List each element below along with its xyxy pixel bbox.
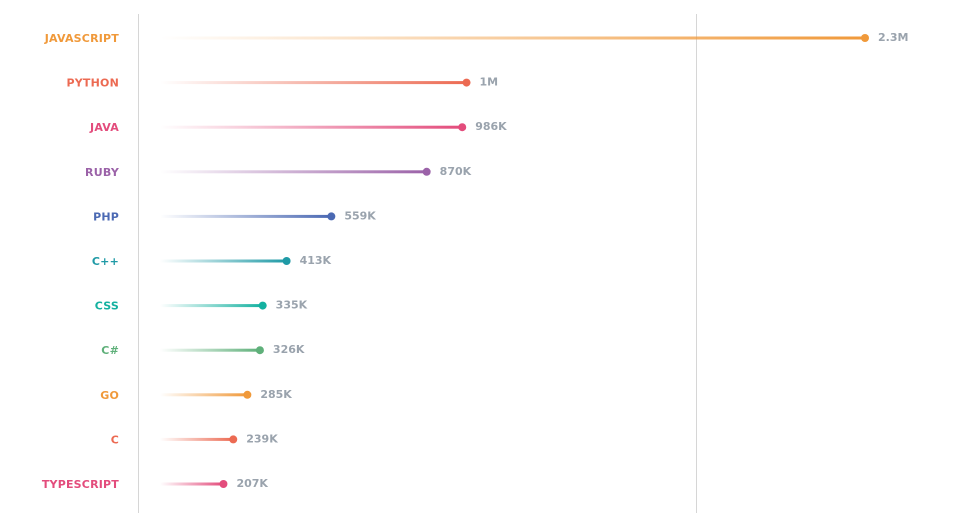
lollipop-stem (160, 482, 224, 486)
category-label: C++ (92, 255, 119, 268)
chart-row: C 239K (111, 432, 279, 446)
chart-row: PYTHON 1M (67, 76, 499, 90)
lollipop-dot (422, 167, 431, 176)
category-label: PYTHON (67, 77, 120, 90)
value-label: 986K (475, 120, 507, 133)
lollipop-stem (160, 170, 427, 174)
chart-row: GO 285K (100, 388, 292, 402)
lollipop-stem (160, 81, 467, 85)
category-label: CSS (95, 300, 119, 313)
lollipop-dot (229, 435, 238, 444)
lollipop-dot (861, 34, 869, 42)
lollipop-dot (282, 257, 291, 265)
category-label: C# (101, 344, 119, 357)
value-label: 335K (276, 299, 308, 312)
chart-row: JAVASCRIPT 2.3M (44, 31, 909, 45)
lollipop-dot (255, 346, 264, 355)
lollipop-dot (458, 123, 467, 132)
chart-row: RUBY 870K (85, 165, 472, 179)
value-label: 326K (273, 343, 305, 356)
lollipop-dot (219, 480, 228, 488)
value-label: 870K (440, 165, 472, 178)
category-label: PHP (93, 210, 119, 223)
lollipop-dot (327, 212, 336, 221)
category-label: RUBY (85, 166, 120, 179)
lollipop-stem (160, 125, 463, 129)
category-label: JAVASCRIPT (44, 32, 120, 45)
chart-row: CSS 335K (95, 299, 308, 313)
category-label: C (111, 433, 119, 446)
lollipop-dot (258, 301, 267, 310)
value-label: 285K (260, 388, 292, 401)
lollipop-stem (160, 304, 263, 308)
category-label: TYPESCRIPT (42, 478, 119, 491)
lollipop-dot (243, 390, 252, 399)
value-label: 1M (480, 76, 499, 89)
value-label: 2.3M (878, 31, 908, 44)
category-label: GO (100, 389, 119, 402)
lollipop-stem (160, 348, 260, 352)
chart-row: TYPESCRIPT 207K (42, 477, 269, 491)
chart-row: JAVA 986K (89, 120, 507, 134)
category-label: JAVA (89, 121, 119, 134)
lollipop-dot (462, 78, 471, 87)
lollipop-stem (160, 214, 332, 218)
lollipop-stem (160, 259, 287, 263)
chart-row: C++ 413K (92, 254, 332, 268)
chart-row: C# 326K (101, 343, 305, 357)
value-label: 207K (236, 477, 268, 490)
value-label: 559K (344, 209, 376, 222)
lollipop-stem (160, 393, 248, 397)
chart-row: PHP 559K (93, 209, 376, 223)
lollipop-stem (160, 36, 865, 40)
lollipop-stem (160, 437, 234, 441)
value-label: 413K (300, 254, 332, 267)
chart-marks: JAVASCRIPT 2.3M PYTHON 1M JAVA 986K RUBY 870K PH… (42, 31, 909, 491)
value-label: 239K (246, 432, 278, 445)
